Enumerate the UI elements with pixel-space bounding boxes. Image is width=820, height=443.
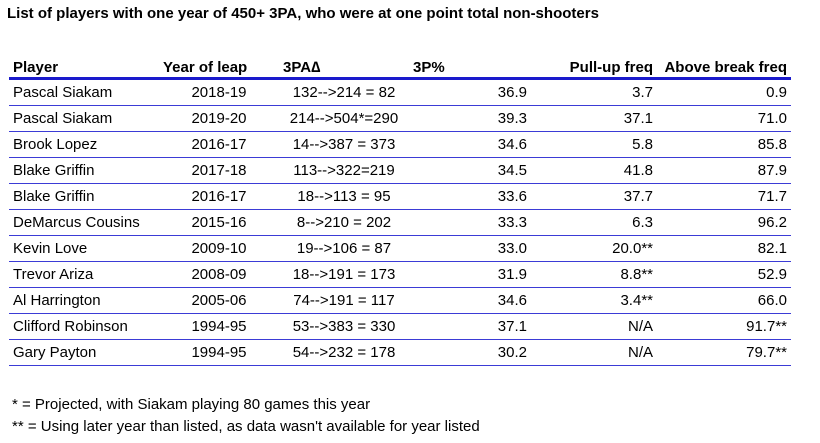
footnote-later-year: ** = Using later year than listed, as da… xyxy=(12,418,480,435)
cell-pull-up-freq: 5.8 xyxy=(531,131,657,158)
cell-above-break-freq: 91.7** xyxy=(657,313,791,340)
cell-3pa-delta: 18-->113 = 95 xyxy=(279,183,409,210)
players-table: Player Year of leap 3PA∆ 3P% Pull-up fre… xyxy=(9,53,791,366)
cell-player: Gary Payton xyxy=(9,339,159,366)
cell-3p-pct: 33.0 xyxy=(409,235,531,262)
table-title: List of players with one year of 450+ 3P… xyxy=(7,5,599,22)
cell-pull-up-freq: N/A xyxy=(531,313,657,340)
cell-year-of-leap: 2009-10 xyxy=(159,235,279,262)
cell-3pa-delta: 132-->214 = 82 xyxy=(279,78,409,106)
cell-above-break-freq: 87.9 xyxy=(657,157,791,184)
cell-year-of-leap: 1994-95 xyxy=(159,339,279,366)
cell-3p-pct: 31.9 xyxy=(409,261,531,288)
header-player: Player xyxy=(9,53,159,80)
cell-above-break-freq: 71.0 xyxy=(657,105,791,132)
cell-player: Trevor Ariza xyxy=(9,261,159,288)
table-row: Gary Payton 1994-95 54-->232 = 178 30.2 N/A 7… xyxy=(9,339,791,366)
cell-player: Al Harrington xyxy=(9,287,159,314)
header-3p-pct: 3P% xyxy=(409,53,531,80)
cell-year-of-leap: 2017-18 xyxy=(159,157,279,184)
cell-pull-up-freq: 3.4** xyxy=(531,287,657,314)
cell-3pa-delta: 8-->210 = 202 xyxy=(279,209,409,236)
table-row: Pascal Siakam 2019-20 214-->504*=290 39.3 37… xyxy=(9,105,791,132)
cell-3p-pct: 30.2 xyxy=(409,339,531,366)
cell-year-of-leap: 2018-19 xyxy=(159,78,279,106)
cell-3p-pct: 33.3 xyxy=(409,209,531,236)
cell-above-break-freq: 79.7** xyxy=(657,339,791,366)
cell-3pa-delta: 14-->387 = 373 xyxy=(279,131,409,158)
cell-player: Blake Griffin xyxy=(9,183,159,210)
footnote-projected: * = Projected, with Siakam playing 80 ga… xyxy=(12,396,371,413)
cell-above-break-freq: 0.9 xyxy=(657,78,791,106)
footnotes: * = Projected, with Siakam playing 80 ga… xyxy=(12,394,480,438)
cell-3p-pct: 33.6 xyxy=(409,183,531,210)
table-row: Blake Griffin 2017-18 113-->322=219 34.5 41.… xyxy=(9,157,791,184)
cell-3pa-delta: 53-->383 = 330 xyxy=(279,313,409,340)
cell-3pa-delta: 19-->106 = 87 xyxy=(279,235,409,262)
cell-above-break-freq: 82.1 xyxy=(657,235,791,262)
cell-above-break-freq: 96.2 xyxy=(657,209,791,236)
header-above-break-freq: Above break freq xyxy=(657,53,791,80)
table-row: Trevor Ariza 2008-09 18-->191 = 173 31.9 8.8… xyxy=(9,261,791,288)
cell-above-break-freq: 85.8 xyxy=(657,131,791,158)
table-row: Al Harrington 2005-06 74-->191 = 117 34.6 3.… xyxy=(9,287,791,314)
table-row: DeMarcus Cousins 2015-16 8-->210 = 202 33.3… xyxy=(9,209,791,236)
table-row: Clifford Robinson 1994-95 53-->383 = 330 37… xyxy=(9,313,791,340)
cell-player: DeMarcus Cousins xyxy=(9,209,159,236)
header-year-of-leap: Year of leap xyxy=(159,53,279,80)
cell-pull-up-freq: 8.8** xyxy=(531,261,657,288)
table-row: Blake Griffin 2016-17 18-->113 = 95 33.6 37.… xyxy=(9,183,791,210)
table-row: Kevin Love 2009-10 19-->106 = 87 33.0 20.0**… xyxy=(9,235,791,262)
cell-player: Brook Lopez xyxy=(9,131,159,158)
cell-pull-up-freq: 20.0** xyxy=(531,235,657,262)
cell-year-of-leap: 2016-17 xyxy=(159,183,279,210)
cell-above-break-freq: 52.9 xyxy=(657,261,791,288)
cell-3pa-delta: 113-->322=219 xyxy=(279,157,409,184)
cell-3p-pct: 34.5 xyxy=(409,157,531,184)
cell-year-of-leap: 2008-09 xyxy=(159,261,279,288)
cell-pull-up-freq: 6.3 xyxy=(531,209,657,236)
cell-3p-pct: 34.6 xyxy=(409,287,531,314)
cell-3pa-delta: 74-->191 = 117 xyxy=(279,287,409,314)
cell-3p-pct: 34.6 xyxy=(409,131,531,158)
cell-year-of-leap: 2016-17 xyxy=(159,131,279,158)
cell-3pa-delta: 214-->504*=290 xyxy=(279,105,409,132)
cell-player: Clifford Robinson xyxy=(9,313,159,340)
cell-3pa-delta: 18-->191 = 173 xyxy=(279,261,409,288)
cell-player: Pascal Siakam xyxy=(9,105,159,132)
cell-above-break-freq: 71.7 xyxy=(657,183,791,210)
cell-year-of-leap: 1994-95 xyxy=(159,313,279,340)
cell-pull-up-freq: 37.7 xyxy=(531,183,657,210)
cell-3pa-delta: 54-->232 = 178 xyxy=(279,339,409,366)
header-3pa-delta: 3PA∆ xyxy=(279,53,409,80)
cell-year-of-leap: 2005-06 xyxy=(159,287,279,314)
cell-player: Kevin Love xyxy=(9,235,159,262)
cell-pull-up-freq: N/A xyxy=(531,339,657,366)
cell-pull-up-freq: 3.7 xyxy=(531,78,657,106)
table-row: Brook Lopez 2016-17 14-->387 = 373 34.6 5.8 8… xyxy=(9,131,791,158)
header-pull-up-freq: Pull-up freq xyxy=(531,53,657,80)
header-row: Player Year of leap 3PA∆ 3P% Pull-up fre… xyxy=(9,53,791,80)
cell-player: Blake Griffin xyxy=(9,157,159,184)
cell-pull-up-freq: 41.8 xyxy=(531,157,657,184)
cell-3p-pct: 36.9 xyxy=(409,78,531,106)
cell-pull-up-freq: 37.1 xyxy=(531,105,657,132)
cell-year-of-leap: 2015-16 xyxy=(159,209,279,236)
cell-3p-pct: 39.3 xyxy=(409,105,531,132)
cell-above-break-freq: 66.0 xyxy=(657,287,791,314)
cell-player: Pascal Siakam xyxy=(9,78,159,106)
table-row: Pascal Siakam 2018-19 132-->214 = 82 36.9 3.… xyxy=(9,78,791,106)
cell-year-of-leap: 2019-20 xyxy=(159,105,279,132)
cell-3p-pct: 37.1 xyxy=(409,313,531,340)
